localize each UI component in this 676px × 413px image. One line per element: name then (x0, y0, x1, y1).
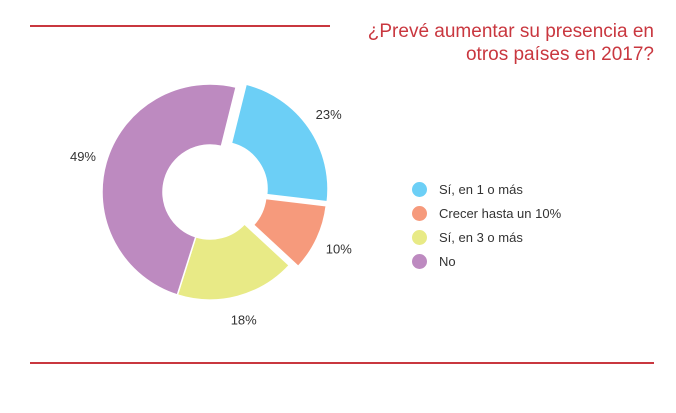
legend-item: Sí, en 3 o más (412, 225, 561, 249)
legend-label: No (439, 253, 456, 269)
top-divider (30, 25, 330, 27)
slice-value-label: 49% (70, 149, 96, 164)
legend-item: Crecer hasta un 10% (412, 201, 561, 225)
legend-label: Sí, en 1 o más (439, 181, 523, 197)
legend-swatch (412, 253, 427, 269)
legend-swatch (412, 181, 427, 197)
chart-title-line-1: ¿Prevé aumentar su presencia en (367, 21, 654, 42)
legend-swatch (412, 205, 427, 221)
slice-value-label: 10% (326, 241, 352, 256)
pie-slice (101, 83, 238, 296)
pie-slice (252, 197, 328, 268)
chart-legend: Sí, en 1 o más Crecer hasta un 10% Sí, e… (412, 177, 561, 273)
legend-item: No (412, 249, 561, 273)
slice-value-label: 18% (231, 313, 257, 328)
legend-swatch (412, 229, 427, 245)
legend-label: Sí, en 3 o más (439, 229, 523, 245)
pie-slice (230, 83, 329, 203)
slice-value-label: 23% (316, 107, 342, 122)
chart-title: ¿Prevé aumentar su presencia en otros pa… (324, 20, 654, 66)
bottom-divider (30, 362, 654, 364)
pie-slice (176, 222, 291, 301)
legend-item: Sí, en 1 o más (412, 177, 561, 201)
legend-label: Crecer hasta un 10% (439, 205, 562, 221)
chart-title-line-2: otros países en 2017? (465, 44, 654, 65)
